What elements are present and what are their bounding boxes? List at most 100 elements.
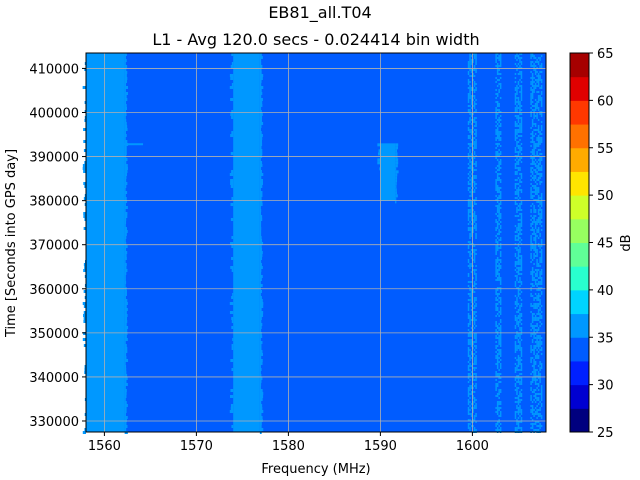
heatmap-speckle bbox=[519, 281, 521, 283]
heatmap-speckle bbox=[530, 175, 532, 177]
heatmap-band-edge bbox=[259, 245, 262, 248]
heatmap-band-edge bbox=[124, 137, 126, 140]
heatmap-speckle bbox=[537, 135, 540, 137]
heatmap-speckle bbox=[472, 265, 474, 267]
heatmap-speckle bbox=[475, 55, 477, 57]
heatmap-speckle bbox=[467, 241, 470, 243]
heatmap-speckle bbox=[520, 209, 523, 211]
heatmap-speckle bbox=[470, 193, 473, 195]
heatmap-speckle bbox=[537, 85, 540, 87]
heatmap-speckle bbox=[475, 359, 477, 361]
heatmap-speckle bbox=[499, 389, 502, 391]
heatmap-speckle bbox=[519, 79, 521, 81]
heatmap-band-edge bbox=[395, 167, 397, 171]
heatmap-speckle bbox=[520, 373, 523, 375]
heatmap-speckle bbox=[516, 129, 518, 131]
heatmap-band-edge bbox=[259, 56, 263, 59]
chart-subtitle: L1 - Avg 120.0 secs - 0.024414 bin width bbox=[152, 30, 479, 49]
heatmap-speckle bbox=[534, 175, 537, 177]
heatmap-speckle bbox=[530, 63, 532, 65]
heatmap-speckle bbox=[536, 179, 538, 181]
heatmap-speckle bbox=[533, 249, 535, 251]
heatmap-speckle bbox=[498, 73, 500, 75]
heatmap-speckle bbox=[517, 311, 520, 313]
heatmap-speckle bbox=[498, 149, 500, 151]
heatmap-band-edge bbox=[395, 149, 397, 153]
colorbar-tick-label: 65 bbox=[597, 47, 614, 62]
heatmap-band-edge bbox=[259, 161, 263, 164]
heatmap-speckle bbox=[475, 413, 477, 415]
heatmap-speckle bbox=[467, 153, 470, 155]
heatmap-speckle bbox=[498, 375, 500, 377]
heatmap-speckle bbox=[530, 229, 532, 231]
heatmap-speckle bbox=[531, 413, 534, 415]
heatmap-speckle bbox=[475, 303, 477, 305]
heatmap-speckle bbox=[470, 335, 473, 337]
heatmap-speckle bbox=[537, 213, 540, 215]
heatmap-speckle bbox=[516, 423, 518, 425]
heatmap-speckle bbox=[496, 93, 499, 95]
heatmap-speckle bbox=[530, 71, 532, 73]
heatmap-speckle bbox=[520, 365, 523, 367]
heatmap-speckle bbox=[499, 407, 502, 409]
heatmap-speckle bbox=[537, 317, 540, 319]
heatmap-speckle bbox=[534, 235, 537, 237]
heatmap-speckle bbox=[514, 135, 517, 137]
heatmap-speckle bbox=[475, 345, 477, 347]
heatmap-band-edge bbox=[259, 404, 263, 407]
heatmap-speckle bbox=[475, 373, 477, 375]
heatmap-band-edge bbox=[259, 290, 262, 293]
heatmap-speckle bbox=[514, 77, 517, 79]
heatmap-band-edge bbox=[124, 167, 128, 170]
heatmap-speckle bbox=[530, 93, 532, 95]
heatmap-speckle bbox=[536, 405, 538, 407]
heatmap-speckle bbox=[540, 121, 543, 123]
heatmap-speckle bbox=[537, 409, 540, 411]
heatmap-speckle bbox=[537, 383, 540, 385]
heatmap-speckle bbox=[496, 95, 499, 97]
heatmap-band-edge bbox=[82, 302, 86, 305]
heatmap-speckle bbox=[531, 243, 534, 245]
heatmap-speckle bbox=[531, 153, 534, 155]
colorbar-tick-label: 60 bbox=[597, 94, 614, 109]
heatmap-speckle bbox=[473, 143, 476, 145]
heatmap-speckle bbox=[519, 285, 521, 287]
heatmap-speckle bbox=[469, 289, 471, 291]
heatmap-speckle bbox=[514, 243, 517, 245]
heatmap-band-edge bbox=[124, 338, 128, 341]
heatmap-speckle bbox=[539, 215, 541, 217]
heatmap-speckle bbox=[475, 125, 477, 127]
heatmap-speckle bbox=[467, 391, 470, 393]
heatmap-speckle bbox=[531, 227, 534, 229]
heatmap-speckle bbox=[536, 263, 538, 265]
heatmap-speckle bbox=[469, 97, 471, 99]
heatmap-speckle bbox=[519, 209, 521, 211]
heatmap-speckle bbox=[533, 135, 535, 137]
heatmap-speckle bbox=[473, 385, 476, 387]
heatmap-speckle bbox=[495, 389, 497, 391]
heatmap-speckle bbox=[469, 61, 471, 63]
heatmap-speckle bbox=[540, 199, 543, 201]
heatmap-speckle bbox=[533, 337, 535, 339]
heatmap-speckle bbox=[516, 389, 518, 391]
heatmap-speckle bbox=[514, 93, 517, 95]
heatmap-speckle bbox=[467, 423, 470, 425]
heatmap-speckle bbox=[498, 143, 500, 145]
heatmap-speckle bbox=[496, 333, 499, 335]
heatmap-speckle bbox=[516, 405, 518, 407]
heatmap-speckle bbox=[516, 97, 518, 99]
heatmap-speckle bbox=[520, 329, 523, 331]
heatmap-speckle bbox=[519, 309, 521, 311]
heatmap-speckle bbox=[520, 131, 523, 133]
heatmap-speckle bbox=[540, 415, 543, 417]
heatmap-band-edge bbox=[124, 395, 127, 398]
heatmap-speckle bbox=[495, 113, 497, 115]
heatmap-speckle bbox=[540, 255, 543, 257]
heatmap-speckle bbox=[498, 293, 500, 295]
heatmap-speckle bbox=[514, 247, 517, 249]
colorbar-segment bbox=[570, 313, 589, 338]
heatmap-speckle bbox=[536, 117, 538, 119]
heatmap-speckle bbox=[539, 149, 541, 151]
heatmap-speckle bbox=[536, 155, 538, 157]
heatmap-speckle bbox=[469, 363, 471, 365]
